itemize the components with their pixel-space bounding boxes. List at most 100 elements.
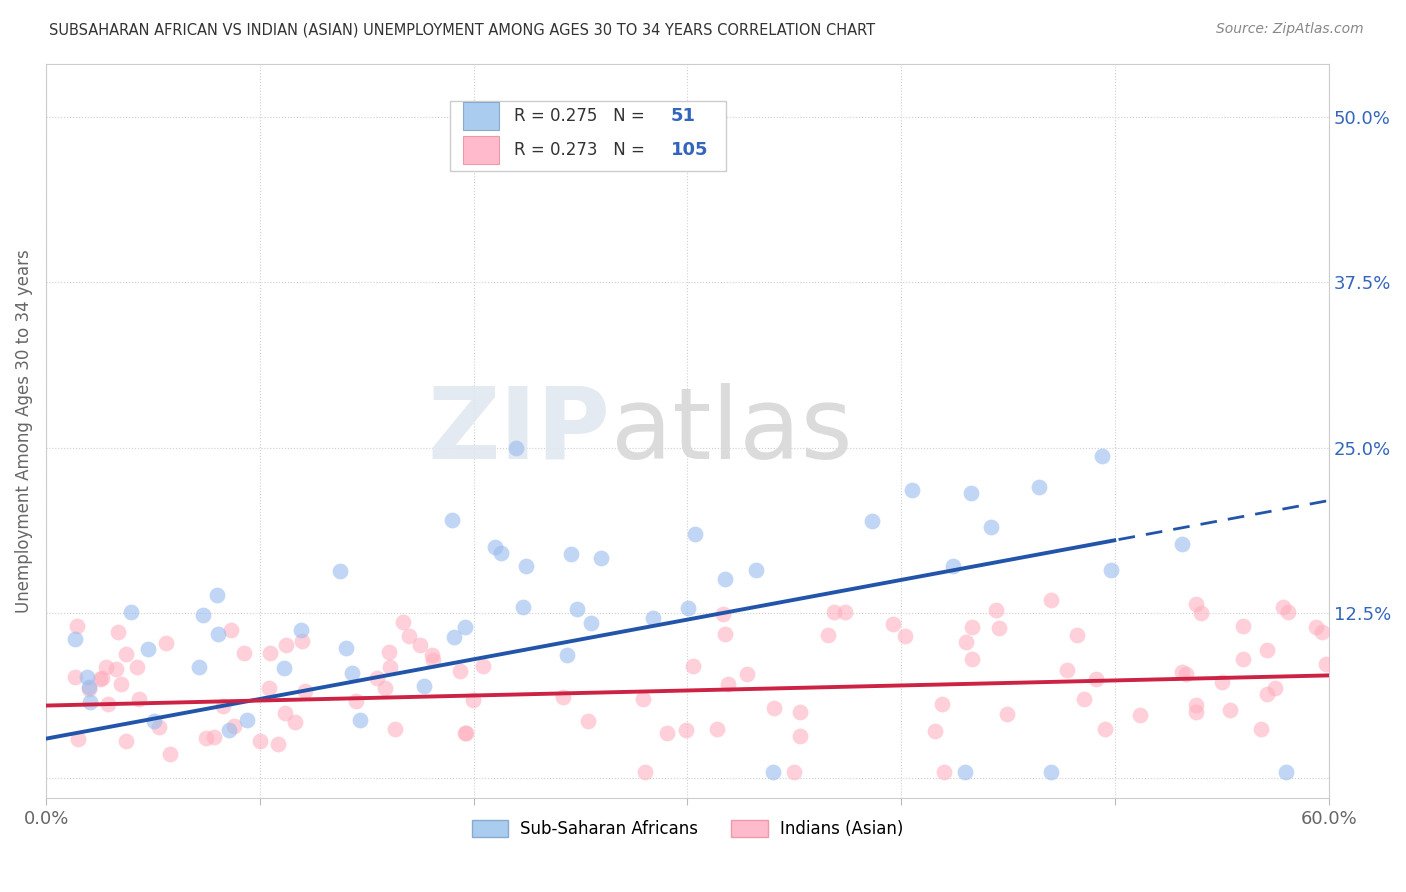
Point (259, 681, 281, 695)
Point (218, 723, 240, 737)
Point (63, 632, 86, 647)
Point (205, 588, 228, 602)
Point (1039, 764, 1062, 779)
Point (66, 732, 89, 747)
Point (579, 615, 602, 630)
Point (349, 713, 371, 727)
Point (824, 605, 846, 619)
Point (335, 640, 357, 655)
Point (1256, 687, 1278, 701)
FancyBboxPatch shape (463, 136, 499, 163)
Point (1189, 606, 1212, 620)
Point (489, 546, 512, 560)
Point (148, 720, 170, 734)
Point (91, 671, 114, 685)
Text: R = 0.275   N =: R = 0.275 N = (515, 107, 651, 125)
Point (236, 713, 259, 727)
Point (1099, 563, 1122, 577)
Point (1039, 592, 1062, 607)
Point (224, 719, 246, 733)
Point (960, 651, 983, 665)
Point (233, 646, 256, 660)
Point (441, 513, 464, 527)
Point (1315, 657, 1337, 671)
Point (127, 659, 149, 673)
Point (77, 680, 100, 694)
Point (932, 764, 955, 779)
Point (366, 671, 388, 685)
Point (1094, 723, 1116, 737)
Point (505, 441, 527, 455)
Point (291, 634, 314, 648)
Point (860, 514, 883, 528)
Point (94, 659, 117, 673)
FancyBboxPatch shape (463, 103, 499, 130)
Point (655, 726, 678, 740)
Point (789, 729, 811, 743)
Point (79, 695, 101, 709)
Point (1185, 705, 1208, 719)
Point (155, 636, 177, 650)
Point (104, 662, 127, 676)
Point (202, 731, 225, 745)
Point (454, 725, 477, 739)
Point (1066, 628, 1088, 642)
Point (1310, 624, 1333, 639)
Point (737, 667, 759, 681)
Point (676, 600, 699, 615)
Point (714, 627, 737, 641)
Point (565, 601, 588, 615)
Point (942, 559, 965, 574)
Point (380, 660, 402, 674)
Point (378, 645, 401, 659)
Point (284, 715, 307, 730)
Point (443, 630, 465, 644)
Point (274, 639, 297, 653)
Point (682, 658, 704, 673)
Point (984, 603, 1007, 617)
Point (1185, 698, 1208, 713)
Point (955, 635, 977, 649)
Point (422, 648, 444, 662)
Point (901, 483, 924, 498)
Point (882, 617, 904, 632)
Point (1219, 703, 1241, 717)
Point (762, 764, 785, 779)
Point (763, 701, 786, 715)
Point (987, 621, 1010, 635)
Point (107, 625, 129, 640)
Point (1272, 600, 1295, 615)
Point (515, 559, 537, 574)
Point (931, 697, 953, 711)
Point (211, 698, 233, 713)
Point (1211, 674, 1233, 689)
Point (714, 572, 737, 586)
Point (76, 670, 98, 684)
Point (484, 540, 506, 554)
Point (995, 706, 1018, 721)
Point (1171, 537, 1194, 551)
Point (290, 624, 312, 638)
Point (267, 737, 290, 751)
Point (1256, 643, 1278, 657)
Point (294, 683, 316, 698)
Point (89, 672, 111, 686)
Point (159, 747, 181, 762)
Point (551, 690, 574, 705)
Point (783, 764, 806, 779)
Point (1171, 665, 1194, 679)
Y-axis label: Unemployment Among Ages 30 to 34 years: Unemployment Among Ages 30 to 34 years (15, 249, 32, 613)
Point (120, 606, 142, 620)
Point (817, 627, 839, 641)
Point (398, 629, 420, 643)
Point (1184, 597, 1206, 611)
Point (97, 697, 120, 711)
Point (63, 670, 86, 684)
Point (834, 605, 856, 619)
Point (273, 661, 295, 675)
Point (128, 691, 150, 706)
Point (1305, 620, 1327, 634)
Point (685, 527, 707, 541)
Point (219, 624, 242, 638)
Point (1028, 480, 1050, 494)
